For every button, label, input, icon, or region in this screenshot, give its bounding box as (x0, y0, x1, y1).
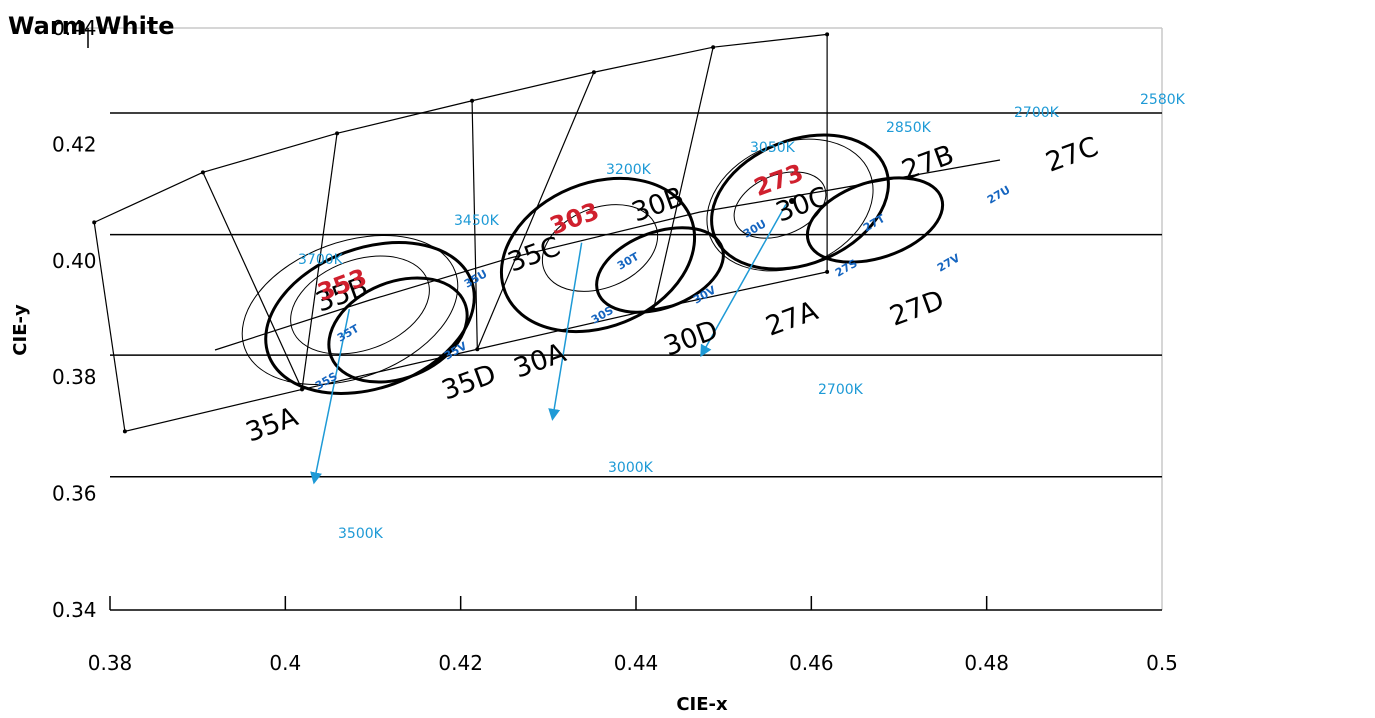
x-tick-label-5: 0.48 (964, 651, 1009, 675)
bin-label-27a: 27A (762, 295, 823, 342)
ellipse-273-bold (805, 176, 945, 264)
outline-vertex-4 (825, 269, 830, 274)
cct-label-5: 2700K (1014, 105, 1060, 121)
outline-vertex-2 (475, 347, 480, 352)
bin-divider-2 (471, 100, 478, 350)
sub-bin-label-27t: 27T (861, 212, 888, 235)
cct-label-7: 2700K (818, 382, 864, 398)
bin-label-35d: 35D (438, 359, 500, 407)
ellipse-35-bold (264, 241, 476, 395)
bin-label-35a: 35A (242, 401, 303, 448)
outline-vertex-8 (470, 98, 475, 103)
x-tick-label-0: 0.38 (88, 651, 133, 675)
x-axis-title: CIE-x (676, 694, 728, 715)
bin-label-27b: 27B (898, 139, 958, 186)
bin-label-30b: 30B (628, 181, 688, 228)
ellipse-35-outer (241, 234, 459, 386)
cct-label-9: 3500K (338, 526, 384, 542)
outline-left (93, 222, 126, 432)
y-tick-label-3: 0.40 (52, 249, 97, 273)
y-axis-title: CIE-y (10, 304, 31, 356)
y-tick-label-5: 0.44 (52, 16, 97, 40)
outline-vertex-7 (335, 131, 340, 136)
outline-vertex-11 (825, 32, 830, 37)
sub-bin-label-35v: 35V (442, 339, 470, 362)
x-tick-label-4: 0.46 (789, 651, 834, 675)
bin-label-27d: 27D (886, 285, 948, 333)
y-tick-label-4: 0.42 (52, 132, 97, 156)
chart-title: Warm White (8, 12, 175, 40)
outline-vertex-6 (200, 170, 205, 175)
sub-bin-label-30v: 30V (691, 283, 719, 306)
ellipse-35-inner (290, 255, 430, 355)
outline-vertex-0 (122, 429, 127, 434)
code-arrow-273 (700, 203, 787, 358)
cct-label-0: 3700K (298, 252, 344, 268)
cct-label-4: 2850K (886, 120, 932, 136)
ellipse-30-inner (541, 204, 659, 292)
cct-label-3: 3050K (750, 140, 796, 156)
outline-vertex-10 (711, 45, 716, 50)
cct-label-1: 3450K (454, 213, 500, 229)
cct-label-2: 3200K (606, 162, 652, 178)
bin-label-30a: 30A (510, 337, 571, 384)
code-arrow-303 (548, 242, 583, 421)
sub-bin-label-30t: 30T (615, 250, 642, 273)
x-tick-label-3: 0.44 (614, 651, 659, 675)
cct-label-8: 3000K (608, 460, 654, 476)
code-arrow-353 (310, 308, 351, 485)
sub-bin-label-27v: 27V (935, 251, 963, 274)
y-tick-label-1: 0.36 (52, 482, 97, 506)
sub-bin-label-27u: 27U (985, 183, 1013, 206)
ellipse-center-30c (789, 198, 795, 204)
sub-bin-label-35t: 35T (335, 322, 362, 345)
x-tick-label-6: 0.5 (1146, 651, 1178, 675)
ellipse-35c-bold (499, 176, 697, 334)
outline-vertex-5 (92, 220, 97, 225)
bin-divider-4 (652, 47, 714, 310)
ellipse-353-bold (327, 276, 469, 384)
y-tick-label-0: 0.34 (52, 598, 97, 622)
bin-label-27c: 27C (1042, 131, 1103, 178)
cct-label-6: 2580K (1140, 92, 1186, 108)
bin-divider-0 (202, 172, 303, 390)
ellipse-30c-inner (733, 171, 827, 239)
outline-vertex-9 (591, 70, 596, 75)
ellipse-30c-bold (710, 133, 890, 271)
x-tick-label-1: 0.4 (269, 651, 301, 675)
x-tick-label-2: 0.42 (438, 651, 483, 675)
y-tick-label-2: 0.38 (52, 365, 97, 389)
